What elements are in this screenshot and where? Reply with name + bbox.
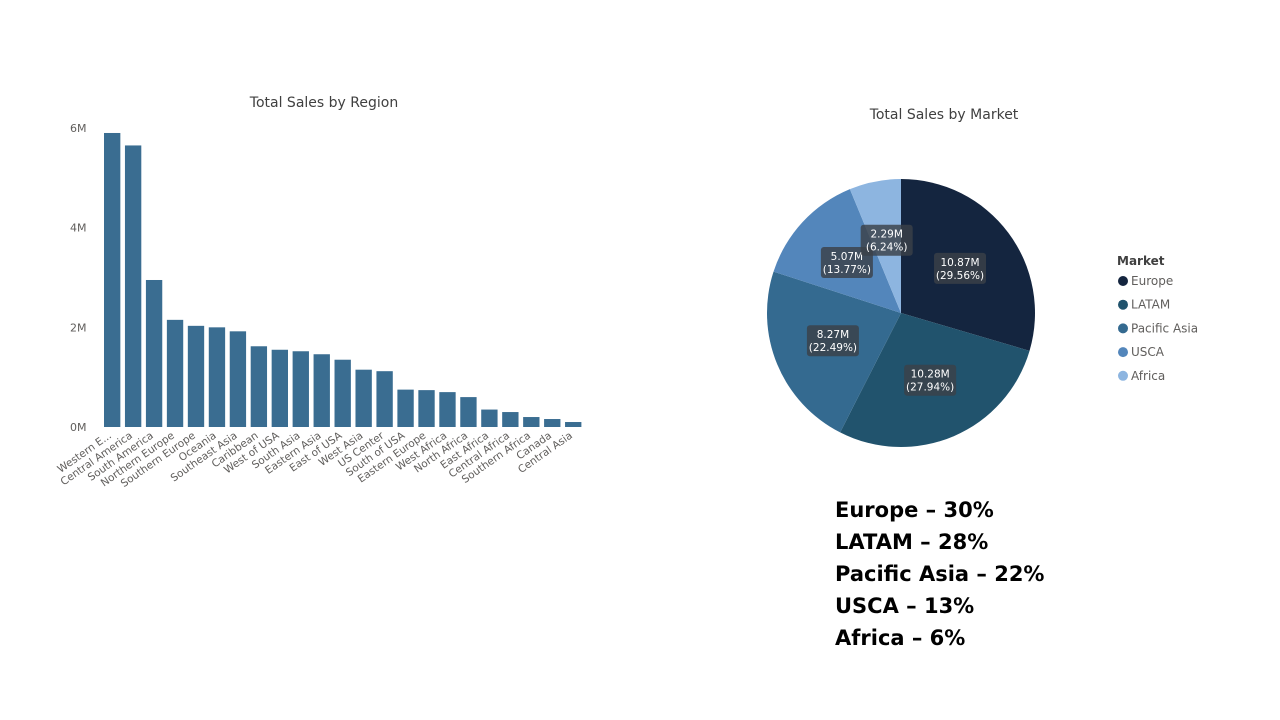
pie-label-box [860, 224, 913, 256]
pie-percent-label: (29.56%) [936, 270, 984, 282]
pie-data-labels: 10.87M(29.56%) 10.28M(27.94%) 8.27M(22.49%… [806, 224, 987, 396]
market-share-summary: Europe – 30% LATAM – 28% Pacific Asia – … [835, 494, 1044, 654]
summary-line-europe: Europe – 30% [835, 498, 994, 522]
bar [418, 390, 435, 427]
pie-percent-label: (6.24%) [866, 242, 908, 254]
bar [313, 354, 330, 427]
pie-value-label: 2.29M [870, 229, 902, 241]
legend-marker [1118, 299, 1128, 310]
pie-label-box [820, 246, 873, 278]
bar [166, 319, 184, 427]
bar [292, 351, 309, 427]
bar [565, 422, 582, 427]
bar [271, 349, 288, 427]
pie-percent-label: (13.77%) [823, 264, 871, 276]
y-tick-label: 0M [70, 421, 87, 434]
bar-chart-title: Total Sales by Region [249, 95, 398, 111]
legend-label: Europe [1131, 274, 1173, 288]
legend-marker [1118, 370, 1128, 381]
pie-value-label: 8.27M [817, 329, 849, 341]
legend-marker [1118, 347, 1128, 358]
pie-label-box [934, 252, 987, 284]
bar [439, 392, 456, 427]
legend-marker [1118, 276, 1128, 286]
bar [104, 132, 121, 427]
bar [250, 346, 268, 427]
pie-label-box [806, 325, 859, 357]
pie-chart-title: Total Sales by Market [869, 107, 1019, 123]
bar [523, 417, 540, 427]
legend-label: Pacific Asia [1131, 321, 1198, 335]
legend-label: USCA [1131, 345, 1165, 359]
summary-line-africa: Africa – 6% [835, 626, 966, 650]
summary-line-latam: LATAM – 28% [835, 530, 989, 554]
pie-legend: Market Europe LATAM Pacific Asia USCA Africa [1117, 254, 1198, 383]
bar [460, 397, 477, 427]
y-tick-label: 6M [70, 122, 87, 135]
market-pie-chart: Total Sales by Market 10.87M(29.56%) 10.2… [766, 107, 1198, 447]
bar [187, 325, 205, 427]
pie-value-label: 10.87M [940, 257, 979, 269]
bar [355, 369, 372, 427]
region-bar-chart: Total Sales by Region 0M 2M 4M 6M Western E… [55, 95, 582, 490]
legend-marker [1118, 323, 1128, 334]
bar [229, 331, 247, 427]
pie-label-box [904, 364, 957, 396]
summary-line-usca: USCA – 13% [835, 594, 975, 618]
legend-label: LATAM [1131, 298, 1170, 312]
bar [334, 359, 351, 427]
legend-title: Market [1117, 254, 1165, 268]
pie-percent-label: (22.49%) [809, 342, 857, 354]
bar [124, 145, 142, 428]
bar [145, 279, 163, 427]
bar [208, 327, 226, 427]
legend-label: Africa [1131, 369, 1165, 383]
y-tick-label: 2M [70, 321, 87, 334]
bar [502, 412, 519, 427]
pie-value-label: 10.28M [911, 369, 950, 381]
summary-line-pacific-asia: Pacific Asia – 22% [835, 562, 1045, 586]
bar [544, 419, 561, 427]
pie-slices [766, 179, 1035, 447]
bar [481, 409, 498, 427]
bar [397, 389, 414, 427]
bars [104, 132, 582, 428]
bar [376, 371, 393, 427]
pie-percent-label: (27.94%) [906, 382, 954, 394]
y-tick-label: 4M [70, 222, 87, 235]
pie-value-label: 5.07M [831, 251, 863, 263]
y-axis-ticks: 0M 2M 4M 6M [70, 122, 87, 434]
